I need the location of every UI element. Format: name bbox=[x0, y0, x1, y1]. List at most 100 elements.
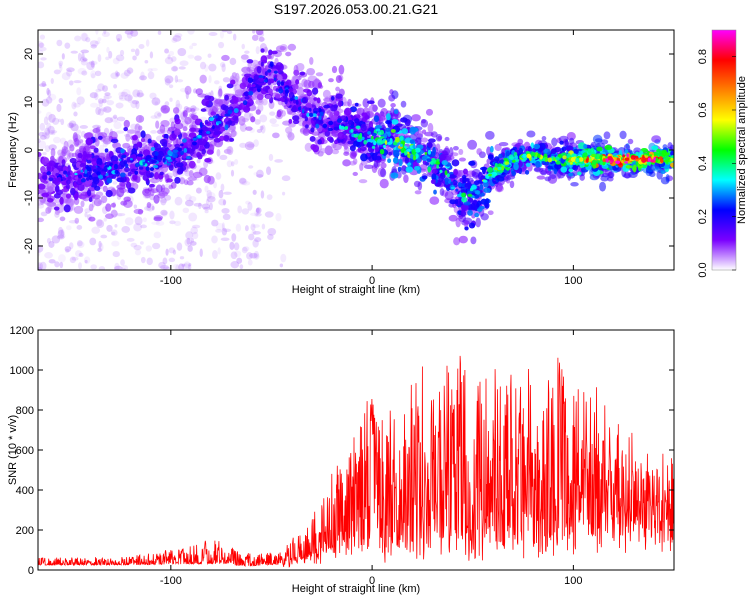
spectrogram-blob bbox=[157, 193, 166, 199]
spectrogram-noise-speckle bbox=[38, 41, 44, 49]
spectrogram-blob bbox=[95, 137, 100, 147]
spectrogram-blob bbox=[380, 140, 384, 145]
spectrogram-blob bbox=[382, 144, 386, 149]
spectrogram-noise-speckle bbox=[98, 266, 106, 270]
spectrogram-blob bbox=[596, 146, 603, 152]
spectrogram-noise-speckle bbox=[112, 57, 120, 65]
spectrogram-blob bbox=[248, 90, 254, 96]
spectrogram-blob bbox=[429, 160, 434, 165]
spectrogram-blob bbox=[670, 157, 674, 162]
spectrogram-blob bbox=[444, 190, 454, 201]
spectrogram-blob bbox=[347, 98, 352, 107]
spectrogram-blob bbox=[494, 167, 498, 171]
spectrogram-blob bbox=[120, 175, 127, 183]
spectrogram-noise-speckle bbox=[230, 161, 235, 167]
spectrogram-blob bbox=[172, 149, 179, 153]
spectrogram-blob bbox=[129, 163, 136, 169]
spectrogram-blob bbox=[511, 170, 516, 177]
spectrogram-blob bbox=[102, 185, 108, 193]
spectrogram-blob bbox=[361, 116, 368, 122]
spectrogram-noise-speckle bbox=[187, 30, 195, 35]
spectrogram-noise-speckle bbox=[218, 189, 224, 199]
spectrogram-blob bbox=[485, 130, 495, 140]
spectrogram-noise-speckle bbox=[66, 69, 73, 77]
spectrogram-noise-speckle bbox=[222, 77, 231, 83]
spectrogram-noise-speckle bbox=[256, 128, 262, 134]
spectrogram-blob bbox=[288, 118, 293, 124]
spectrogram-blob bbox=[131, 134, 138, 141]
spectrogram-blob bbox=[340, 125, 345, 130]
spectrogram-blob bbox=[494, 163, 498, 168]
spectrogram-noise-speckle bbox=[38, 131, 45, 137]
spectrogram-noise-speckle bbox=[261, 223, 266, 230]
spectrogram-blob bbox=[356, 108, 362, 116]
spectrogram-blob bbox=[162, 158, 166, 163]
spectrogram-blob bbox=[397, 166, 402, 172]
spectrogram-noise-speckle bbox=[260, 190, 265, 199]
spectrogram-blob bbox=[624, 161, 628, 164]
spectrogram-blob bbox=[444, 170, 448, 176]
spectrogram-blob bbox=[456, 193, 462, 198]
spectrogram-blob bbox=[130, 168, 136, 173]
spectrogram-noise-speckle bbox=[110, 72, 119, 79]
spectrogram-blob bbox=[50, 155, 55, 161]
spectrogram-noise-speckle bbox=[231, 233, 237, 242]
spectrogram-blob bbox=[285, 126, 293, 134]
spectrogram-blob bbox=[188, 132, 197, 139]
spectrogram-noise-speckle bbox=[114, 70, 119, 78]
spectrogram-noise-speckle bbox=[242, 246, 250, 252]
spectrogram-blob bbox=[85, 138, 94, 146]
spectrogram-blob bbox=[77, 174, 83, 179]
spectrogram-noise-speckle bbox=[255, 207, 260, 213]
spectrogram-noise-speckle bbox=[45, 96, 53, 104]
spectrogram-blob bbox=[129, 157, 133, 161]
spectrogram-blob bbox=[61, 146, 68, 155]
spectrogram-noise-speckle bbox=[69, 256, 77, 264]
spectrogram-blob bbox=[84, 169, 88, 174]
spectrogram-blob bbox=[272, 132, 280, 139]
spectrogram-blob bbox=[153, 215, 164, 220]
spectrogram-noise-speckle bbox=[232, 33, 237, 41]
spectrogram-noise-speckle bbox=[94, 91, 99, 101]
spectrogram-noise-speckle bbox=[113, 121, 122, 130]
spectrogram-blob bbox=[220, 104, 227, 111]
spectrogram-blob bbox=[304, 142, 313, 152]
spectrogram-noise-speckle bbox=[247, 201, 253, 211]
spectrogram-blob bbox=[559, 140, 564, 145]
spectrogram-blob bbox=[80, 200, 85, 208]
spectrogram-blob bbox=[77, 177, 82, 185]
spectrogram-noise-speckle bbox=[104, 92, 111, 96]
spectrogram-noise-speckle bbox=[130, 99, 138, 109]
spectrogram-noise-speckle bbox=[64, 246, 72, 252]
spectrogram-blob bbox=[406, 148, 411, 152]
spectrogram-noise-speckle bbox=[254, 119, 261, 125]
spectrogram-blob bbox=[114, 169, 119, 174]
spectrogram-noise-speckle bbox=[73, 102, 81, 108]
spectrogram-noise-speckle bbox=[112, 181, 118, 185]
spectrogram-blob bbox=[307, 80, 315, 89]
spectrogram-blob bbox=[427, 150, 431, 155]
spectrogram-blob bbox=[238, 115, 246, 126]
spectrogram-blob bbox=[448, 147, 454, 157]
spectrogram-blob bbox=[201, 98, 210, 106]
spectrogram-blob bbox=[462, 168, 468, 175]
spectrogram-blob bbox=[380, 168, 387, 178]
spectrogram-blob bbox=[127, 171, 132, 177]
spectrogram-blob bbox=[421, 175, 428, 180]
spectrogram-blob bbox=[309, 107, 312, 112]
spectrogram-noise-speckle bbox=[168, 50, 175, 56]
spectrogram-blob bbox=[476, 202, 480, 208]
spectrogram-blob bbox=[63, 170, 68, 175]
spectrogram-blob bbox=[113, 163, 118, 170]
spectrogram-noise-speckle bbox=[47, 125, 55, 135]
spectrogram-blob bbox=[526, 130, 536, 138]
spectrogram-noise-speckle bbox=[120, 91, 128, 97]
spectrogram-noise-speckle bbox=[221, 30, 228, 33]
spectrogram-blob bbox=[92, 177, 100, 185]
spectrogram-noise-speckle bbox=[84, 211, 88, 218]
spectrogram-noise-speckle bbox=[221, 227, 228, 236]
spectrogram-noise-speckle bbox=[160, 209, 168, 216]
spectrogram-noise-speckle bbox=[39, 261, 47, 270]
spectrogram-noise-speckle bbox=[123, 69, 131, 77]
spectrogram-blob bbox=[251, 84, 256, 88]
